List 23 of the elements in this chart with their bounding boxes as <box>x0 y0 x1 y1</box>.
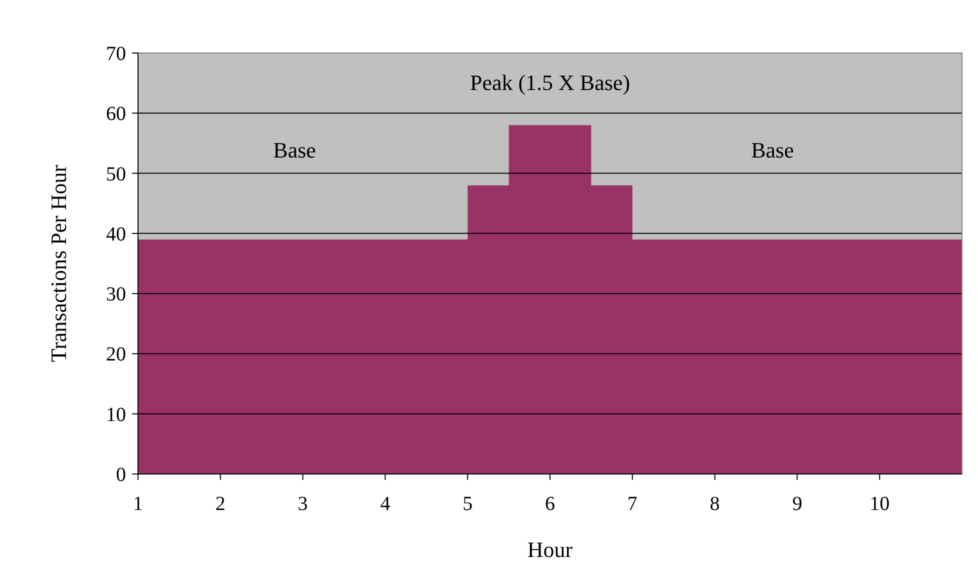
x-tick-label: 6 <box>545 493 555 515</box>
x-tick-label: 2 <box>215 493 226 515</box>
y-tick-label: 70 <box>106 43 126 65</box>
x-tick-label: 10 <box>870 493 890 515</box>
y-tick-label: 0 <box>116 464 126 486</box>
x-axis-title: Hour <box>527 537 574 562</box>
y-tick-label: 20 <box>106 344 126 366</box>
annotation: Peak (1.5 X Base) <box>470 70 630 96</box>
annotation: Base <box>273 138 316 163</box>
y-tick-label: 10 <box>106 404 126 426</box>
y-tick-label: 50 <box>106 163 126 186</box>
y-axis-title: Transactions Per Hour <box>46 164 71 362</box>
y-tick-label: 60 <box>106 103 126 126</box>
annotation: Base <box>751 138 794 163</box>
x-tick-label: 9 <box>792 493 802 515</box>
x-tick-label: 7 <box>627 493 638 515</box>
x-tick-label: 8 <box>710 493 720 515</box>
y-tick-label: 40 <box>106 223 126 246</box>
y-tick-label: 30 <box>106 284 126 306</box>
x-tick-label: 4 <box>380 493 390 515</box>
x-tick-label: 5 <box>462 493 473 515</box>
x-tick-label: 3 <box>298 493 308 515</box>
x-tick-label: 1 <box>133 493 143 515</box>
